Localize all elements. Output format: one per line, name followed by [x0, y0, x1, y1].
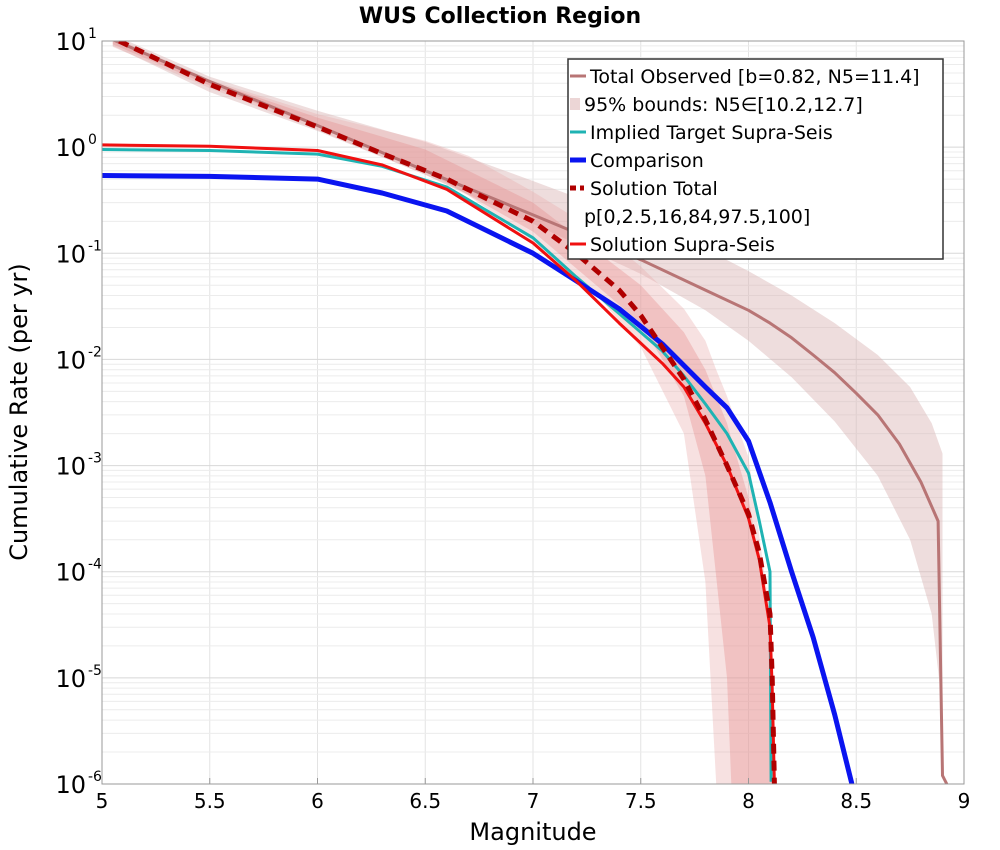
legend-entry: 95% bounds: N5∈[10.2,12.7] — [570, 94, 863, 116]
y-tick-exponent: -4 — [88, 557, 102, 573]
y-tick-base: 10 — [55, 28, 86, 56]
y-tick: 10 -4 — [55, 557, 102, 587]
y-axis-label: Cumulative Rate (per yr) — [5, 263, 33, 561]
x-tick-label: 7 — [527, 789, 540, 813]
grid — [102, 41, 964, 784]
legend-box — [567, 58, 944, 260]
legend-label: Solution Supra-Seis — [590, 234, 775, 256]
y-tick-exponent: -2 — [88, 344, 102, 360]
y-tick-base: 10 — [55, 559, 86, 587]
y-tick-base: 10 — [55, 346, 86, 374]
y-tick-exponent: -6 — [88, 769, 102, 785]
x-axis-ticks: 5 5.5 6 6.5 7 7.5 8 8.5 9 — [96, 778, 971, 813]
x-tick-label: 9 — [958, 789, 971, 813]
y-tick-base: 10 — [55, 771, 86, 799]
y-tick: 10 1 — [55, 26, 96, 56]
legend-entry: p[0,2.5,16,84,97.5,100] — [584, 206, 810, 228]
y-tick: 10 -3 — [55, 451, 102, 481]
series-line-implied-target-supra-seis — [102, 148, 773, 782]
x-axis-label: Magnitude — [469, 818, 596, 846]
legend-label: 95% bounds: N5∈[10.2,12.7] — [584, 94, 863, 116]
x-tick-label: 5 — [96, 789, 109, 813]
y-tick-exponent: -5 — [88, 663, 102, 679]
x-tick-label: 7.5 — [625, 789, 657, 813]
y-tick: 10 0 — [55, 132, 96, 162]
y-tick: 10 -2 — [55, 344, 102, 374]
data-lines — [102, 41, 949, 784]
x-tick-label: 5.5 — [194, 789, 226, 813]
legend-entry: Total Observed [b=0.82, N5=11.4] — [570, 66, 920, 88]
legend-entry: Implied Target Supra-Seis — [570, 122, 833, 144]
legend-entry: Comparison — [570, 150, 704, 172]
legend-entry: Solution Total — [570, 178, 718, 200]
legend-label: Total Observed [b=0.82, N5=11.4] — [589, 66, 920, 88]
chart-title: WUS Collection Region — [359, 4, 641, 29]
x-tick-label: 8.5 — [840, 789, 872, 813]
y-tick-exponent: -1 — [88, 238, 102, 254]
y-tick-base: 10 — [55, 453, 86, 481]
y-tick: 10 -1 — [55, 238, 102, 268]
legend-label: Comparison — [590, 150, 704, 172]
y-tick: 10 -6 — [55, 769, 102, 799]
series-line-solution-total — [118, 41, 777, 784]
y-tick-exponent: 0 — [88, 132, 97, 148]
y-tick-exponent: 1 — [88, 26, 97, 42]
y-tick-base: 10 — [55, 134, 86, 162]
legend-label: Solution Total — [590, 178, 718, 200]
legend-entry: Solution Supra-Seis — [570, 234, 775, 256]
legend-label: p[0,2.5,16,84,97.5,100] — [584, 206, 810, 228]
x-tick-label: 6.5 — [409, 789, 441, 813]
legend-label: Implied Target Supra-Seis — [590, 122, 833, 144]
x-tick-label: 6 — [311, 789, 324, 813]
y-tick: 10 -5 — [55, 663, 102, 693]
y-tick-base: 10 — [55, 665, 86, 693]
y-tick-base: 10 — [55, 240, 86, 268]
legend: Total Observed [b=0.82, N5=11.4] 95% boun… — [567, 58, 944, 260]
x-tick-label: 8 — [742, 789, 755, 813]
legend-swatch — [570, 98, 580, 110]
y-tick-exponent: -3 — [88, 451, 102, 467]
